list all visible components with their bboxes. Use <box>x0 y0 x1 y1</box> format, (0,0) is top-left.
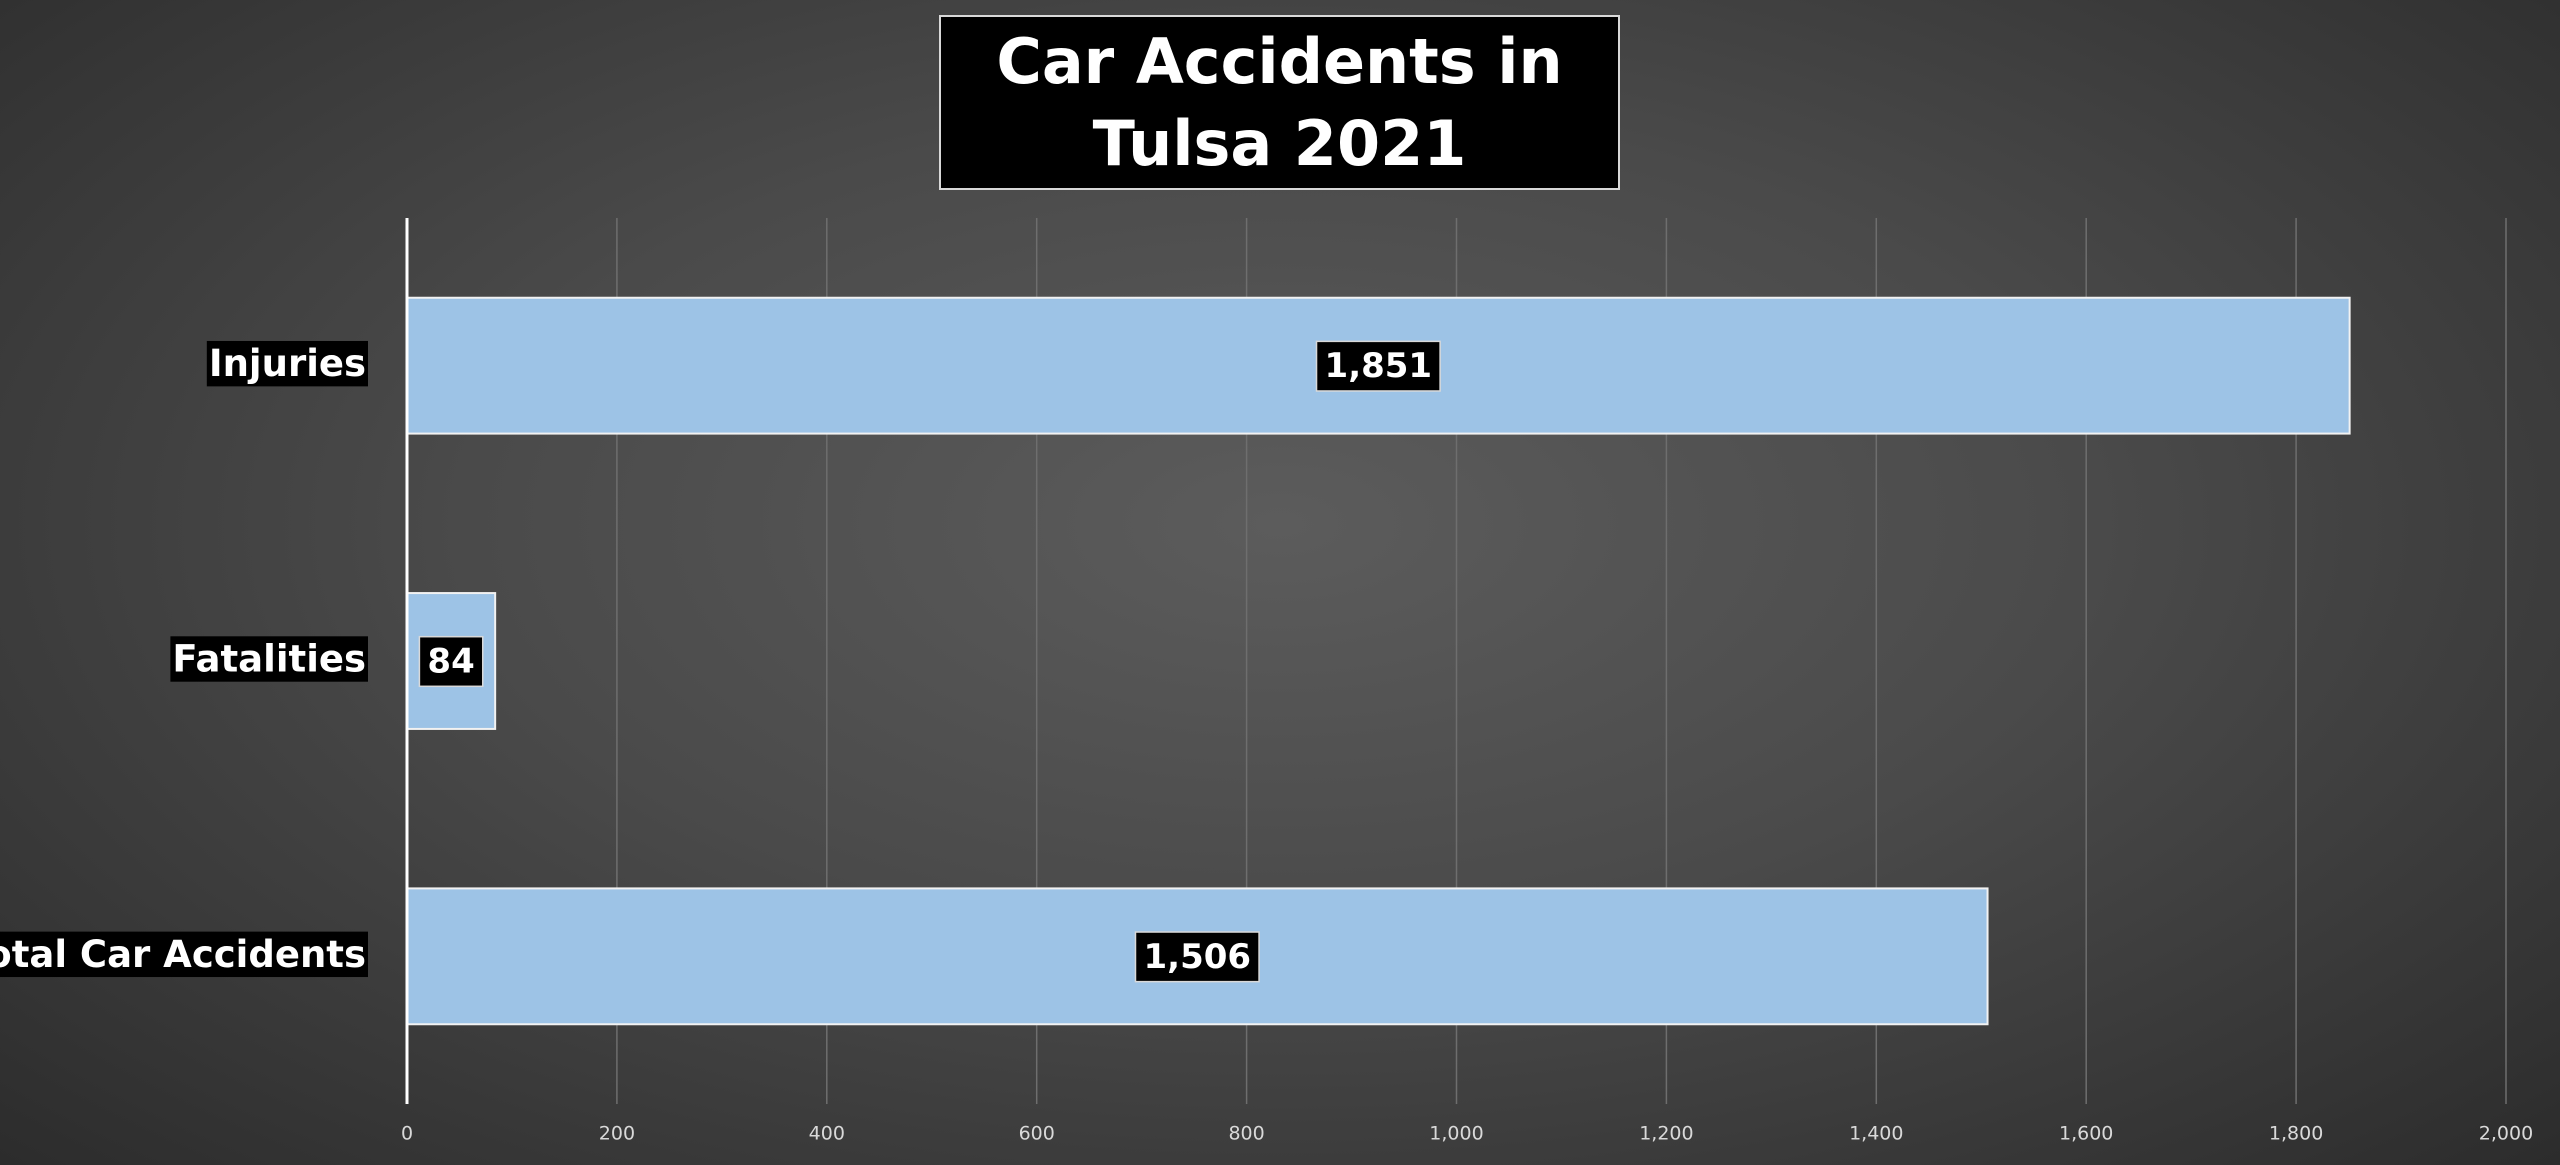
value-label-bg <box>1315 340 1441 392</box>
x-tick-label: 400 <box>809 1123 845 1145</box>
y-tick-label: Fatalities <box>172 638 366 681</box>
x-tick-label: 2,000 <box>2479 1123 2533 1145</box>
y-tick-label-bg <box>0 931 368 978</box>
x-tick-label: 1,600 <box>2059 1123 2113 1145</box>
y-tick-label-bg <box>206 340 368 387</box>
x-tick-label: 600 <box>1019 1123 1055 1145</box>
value-label: 84 <box>427 642 474 682</box>
x-tick-label: 1,400 <box>1849 1123 1903 1145</box>
y-tick-label-bg <box>170 636 368 682</box>
value-label: 1,506 <box>1144 937 1252 977</box>
value-label-bg <box>418 635 484 688</box>
value-label: 1,851 <box>1325 346 1433 386</box>
x-tick-label: 200 <box>599 1123 635 1145</box>
x-tick-label: 0 <box>401 1123 413 1145</box>
x-tick-label: 800 <box>1228 1123 1264 1145</box>
x-tick-label: 1,200 <box>1639 1123 1693 1145</box>
value-label-bg <box>1134 931 1260 983</box>
x-tick-label: 1,800 <box>2269 1123 2323 1145</box>
y-tick-label: Total Car Accidents <box>0 933 366 976</box>
y-tick-label: Injuries <box>209 342 366 385</box>
x-tick-label: 1,000 <box>1429 1123 1483 1145</box>
chart-title: Car Accidents in Tulsa 2021 <box>939 15 1620 190</box>
